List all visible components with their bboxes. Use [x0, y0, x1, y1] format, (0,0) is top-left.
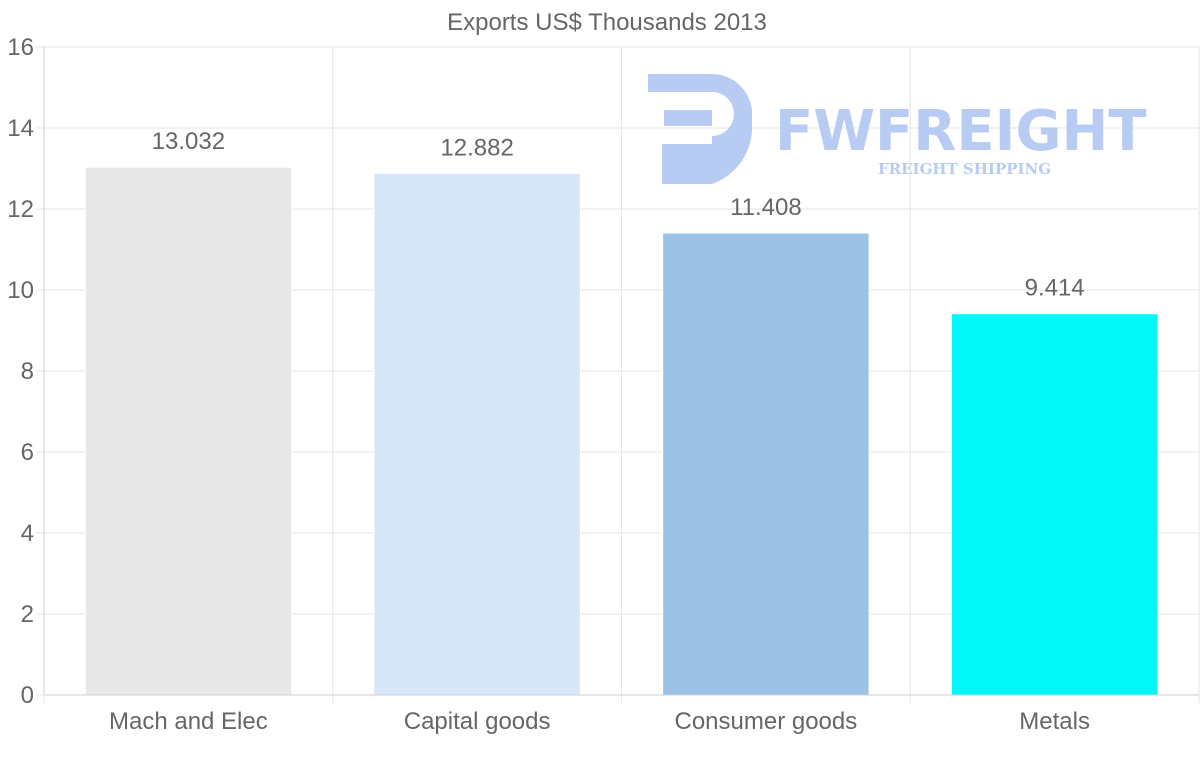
- watermark-brand: FWFREIGHT: [775, 99, 1147, 164]
- bar-metals: [950, 313, 1159, 696]
- data-label: 13.032: [152, 128, 225, 155]
- y-tick-label: 16: [7, 34, 34, 61]
- y-tick-label: 14: [7, 115, 34, 142]
- data-label: 12.882: [440, 134, 513, 161]
- y-tick-label: 10: [7, 277, 34, 304]
- axes: [43, 47, 1199, 696]
- y-tick-label: 2: [21, 601, 34, 628]
- y-tick-label: 4: [21, 520, 34, 547]
- y-tick-label: 12: [7, 196, 34, 223]
- chart-title: Exports US$ Thousands 2013: [447, 9, 767, 36]
- y-tick-label: 0: [21, 682, 34, 709]
- y-axis-ticks: 0 2 4 6 8 10 12 14 16: [7, 34, 34, 709]
- y-tick-label: 6: [21, 439, 34, 466]
- bar-consumer-goods: [662, 232, 870, 696]
- watermark-logo: FWFREIGHT FREIGHT SHIPPING: [648, 74, 1147, 184]
- bar-mach-and-elec: [84, 166, 293, 696]
- data-label: 9.414: [1025, 275, 1085, 302]
- watermark-tagline: FREIGHT SHIPPING: [878, 160, 1051, 178]
- data-label: 11.408: [730, 194, 802, 221]
- bar-capital-goods: [373, 172, 581, 696]
- fw-logo-mark-icon: [648, 74, 753, 184]
- x-category-label: Capital goods: [404, 708, 551, 735]
- y-tick-label: 8: [21, 358, 34, 385]
- bars: [84, 166, 1159, 696]
- x-category-label: Mach and Elec: [109, 708, 268, 735]
- x-axis-categories: Mach and Elec Capital goods Consumer goods…: [109, 708, 1090, 735]
- x-category-label: Consumer goods: [674, 708, 857, 735]
- x-category-label: Metals: [1019, 708, 1090, 735]
- data-labels: 13.032 12.882 11.408 9.414: [152, 128, 1085, 302]
